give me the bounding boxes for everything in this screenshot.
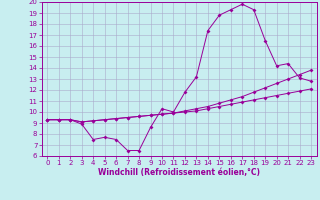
X-axis label: Windchill (Refroidissement éolien,°C): Windchill (Refroidissement éolien,°C) — [98, 168, 260, 177]
